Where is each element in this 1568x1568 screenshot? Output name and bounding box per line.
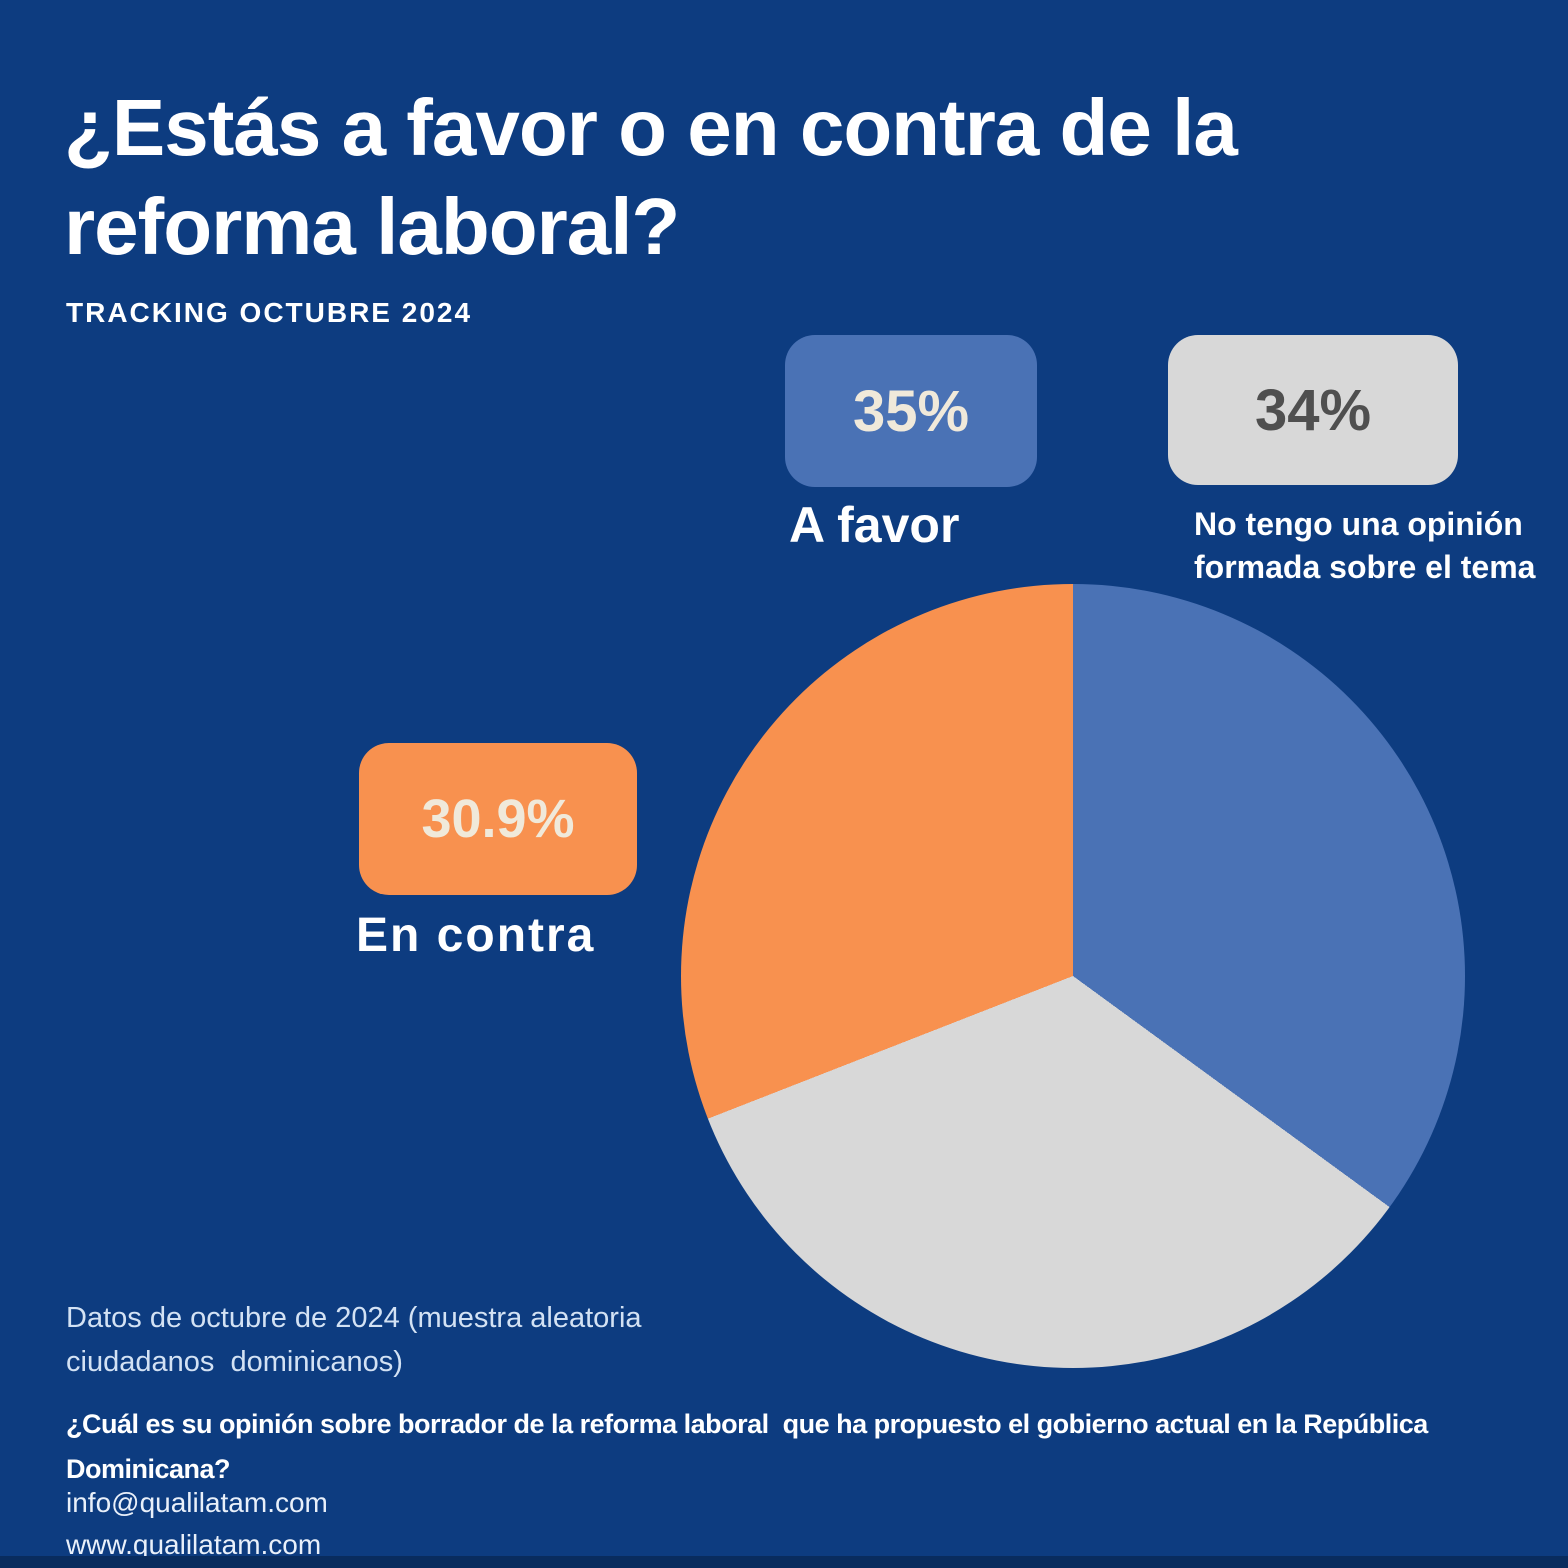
- value-badge-no-opinion: 34%: [1168, 335, 1458, 485]
- survey-question: ¿Cuál es su opinión sobre borrador de la…: [66, 1409, 1428, 1484]
- slice-label-a-favor: A favor: [789, 497, 960, 553]
- tracking-subtitle: TRACKING OCTUBRE 2024: [66, 297, 473, 328]
- bottom-strip: [0, 1556, 1568, 1568]
- value-badge-en-contra: 30.9%: [359, 743, 637, 895]
- contact-email: info@qualilatam.com: [66, 1487, 328, 1518]
- page-title: ¿Estás a favor o en contra de la reforma…: [64, 83, 1238, 272]
- pie-chart: [681, 584, 1465, 1368]
- slice-label-no-opinion: No tengo una opinión formada sobre el te…: [1194, 506, 1536, 585]
- sample-note: Datos de octubre de 2024 (muestra aleato…: [66, 1302, 642, 1378]
- slice-label-en-contra: En contra: [356, 909, 596, 962]
- value-badge-a-favor: 35%: [785, 335, 1037, 487]
- website-url: www.qualilatam.com: [66, 1529, 322, 1560]
